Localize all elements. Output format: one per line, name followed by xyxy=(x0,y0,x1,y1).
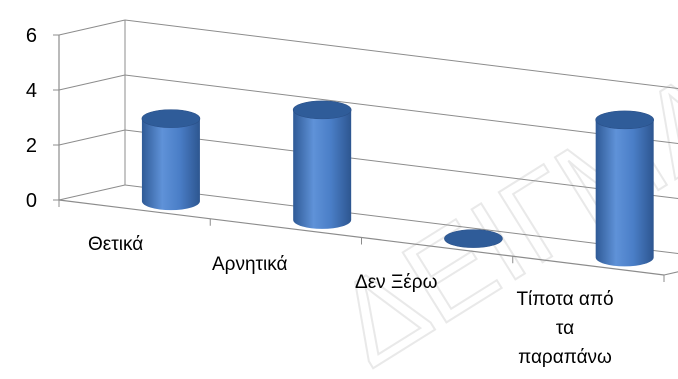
x-tick-label: παραπάνω xyxy=(518,347,612,368)
y-tick-label-0: 0 xyxy=(26,190,37,212)
bar-top xyxy=(141,109,201,128)
gridline-wall-0 xyxy=(58,184,126,201)
gridline-back-6 xyxy=(124,19,678,90)
bar-2 xyxy=(292,100,352,229)
y-tick-label-4: 4 xyxy=(26,80,37,102)
gridline-wall-6 xyxy=(58,19,126,36)
x-tick-label: Δεν Ξέρω xyxy=(355,272,438,293)
bar-body xyxy=(141,118,200,211)
y-tick-label-6: 6 xyxy=(26,25,37,47)
bars xyxy=(141,100,654,267)
x-tick-label: Αρνητικά xyxy=(212,254,288,275)
gridline-wall-4 xyxy=(58,74,126,91)
bar-4 xyxy=(595,110,654,267)
x-tick-label: τα xyxy=(556,318,574,339)
bar-body xyxy=(293,109,352,229)
x-tick-label: Τίποτα από xyxy=(516,289,613,310)
axes xyxy=(53,20,678,282)
labels: 0 2 4 6 Θετικά Αρνητικά Δεν Ξέρω Τίποτα από τα πα… xyxy=(26,25,614,368)
gridline-wall-2 xyxy=(58,129,126,146)
y-tick-label-2: 2 xyxy=(26,135,37,157)
x-tick-label: Θετικά xyxy=(88,234,143,255)
bar-3 xyxy=(444,229,503,248)
bar-top xyxy=(595,110,654,130)
bar-1 xyxy=(141,109,201,211)
bar-top xyxy=(292,100,352,120)
bar-top xyxy=(444,229,503,248)
x-axis-right-edge xyxy=(663,271,678,276)
bar-body xyxy=(595,119,654,267)
